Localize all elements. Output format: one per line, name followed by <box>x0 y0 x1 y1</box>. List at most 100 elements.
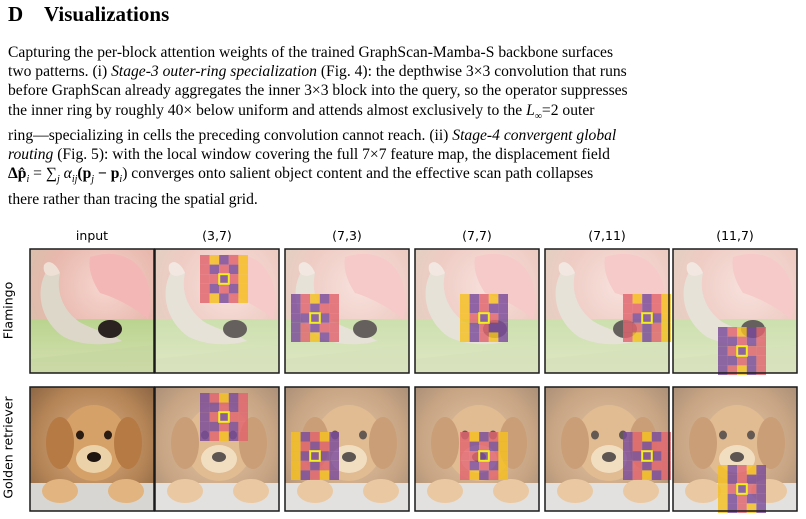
math-run: (p <box>77 165 92 183</box>
attention-cell <box>460 441 470 452</box>
attention-cell <box>469 303 480 314</box>
attention-cell <box>219 431 229 441</box>
attention-cell <box>623 451 633 461</box>
attention-cell <box>238 402 248 413</box>
attention-cell <box>228 255 239 265</box>
attention-cell <box>200 431 210 441</box>
math-run: Δp̂ <box>8 165 27 183</box>
attention-cell <box>310 441 320 452</box>
query-marker <box>478 312 490 324</box>
panel-border <box>284 386 410 512</box>
attention-cell <box>291 322 301 333</box>
attention-cell <box>238 412 248 422</box>
attention-cell <box>310 451 320 461</box>
attention-cell <box>479 313 489 323</box>
attention-cell <box>737 355 747 366</box>
attention-cell <box>727 336 738 347</box>
attention-cell <box>469 322 480 333</box>
paragraph-line: routing (Fig. 5): with the local window … <box>8 145 798 164</box>
attention-cell <box>460 470 470 480</box>
attention-cell <box>200 293 210 303</box>
attention-cell <box>219 283 229 294</box>
attention-cell <box>228 264 239 275</box>
attention-cell <box>228 421 239 432</box>
attention-cell <box>209 431 220 441</box>
paragraph-line: two patterns. (i) Stage-3 outer-ring spe… <box>8 62 798 81</box>
attention-cell <box>746 365 757 375</box>
attention-cell <box>756 484 766 494</box>
math-run: α <box>59 165 72 183</box>
attention-cell <box>488 441 499 452</box>
attention-cell <box>746 493 757 504</box>
attention-cell <box>756 465 766 475</box>
attention-cell <box>310 313 320 323</box>
attention-cell <box>300 451 311 461</box>
attention-cell <box>310 322 320 333</box>
attention-cell <box>651 460 662 471</box>
attention-cell <box>479 322 489 333</box>
panel-border <box>414 248 540 374</box>
query-marker <box>641 450 653 462</box>
attention-cell <box>469 451 480 461</box>
attention-cell <box>310 332 320 342</box>
attention-cell <box>718 465 728 475</box>
attention-cell <box>488 322 499 333</box>
attention-cell <box>479 451 489 461</box>
attention-cell <box>718 365 728 375</box>
attention-cell <box>727 365 738 375</box>
query-marker <box>478 450 490 462</box>
section-heading: D Visualizations <box>8 2 169 27</box>
attention-cell <box>718 474 728 485</box>
attention-cell <box>238 255 248 265</box>
attention-cell <box>238 283 248 294</box>
attention-cell <box>469 460 480 471</box>
attention-cell <box>488 294 499 304</box>
math-run: L <box>526 101 535 119</box>
attention-cell <box>329 432 339 442</box>
text-run: there rather than tracing the spatial gr… <box>8 190 258 208</box>
column-header-input: input <box>75 228 109 243</box>
query-marker <box>218 273 230 285</box>
attention-cell <box>737 503 747 513</box>
panel-border <box>154 248 280 374</box>
math-sub: j <box>56 174 60 186</box>
column-header-11-7: (11,7) <box>716 228 754 243</box>
attention-cell <box>756 474 766 485</box>
emphasis-run: Stage-3 outer-ring specialization <box>111 63 317 81</box>
attention-cell <box>632 460 643 471</box>
attention-cell <box>469 313 480 323</box>
paragraph-line: Δp̂i = ∑j αij(pj − pi) converges onto sa… <box>8 164 798 189</box>
attention-cell <box>329 313 339 323</box>
attention-cell <box>460 460 470 471</box>
attention-cell <box>300 470 311 480</box>
attention-cell <box>209 283 220 294</box>
attention-cell <box>756 346 766 356</box>
attention-cell <box>737 493 747 504</box>
attention-cell <box>661 322 671 333</box>
attention-cell <box>623 432 633 442</box>
attention-cell <box>300 460 311 471</box>
attention-cell <box>727 327 738 337</box>
attention-cell <box>727 465 738 475</box>
attention-cell <box>718 327 728 337</box>
attention-map-panel <box>544 248 671 374</box>
attention-cell <box>651 332 662 342</box>
attention-cell <box>737 336 747 347</box>
attention-cell <box>642 303 652 314</box>
attention-cell <box>642 432 652 442</box>
text-run: (Fig. 4): the depthwise 3×3 convolution … <box>316 63 627 81</box>
attention-cell <box>661 470 671 480</box>
attention-cell <box>651 313 662 323</box>
attention-cell <box>329 451 339 461</box>
attention-cell <box>479 432 489 442</box>
paragraph-line: before GraphScan already aggregates the … <box>8 81 798 100</box>
attention-cell <box>469 441 480 452</box>
attention-cell <box>756 355 766 366</box>
attention-cell <box>651 432 662 442</box>
attention-cell <box>661 294 671 304</box>
attention-cell <box>488 460 499 471</box>
attention-cell <box>200 421 210 432</box>
attention-cell <box>300 303 311 314</box>
panel-border <box>29 248 155 374</box>
